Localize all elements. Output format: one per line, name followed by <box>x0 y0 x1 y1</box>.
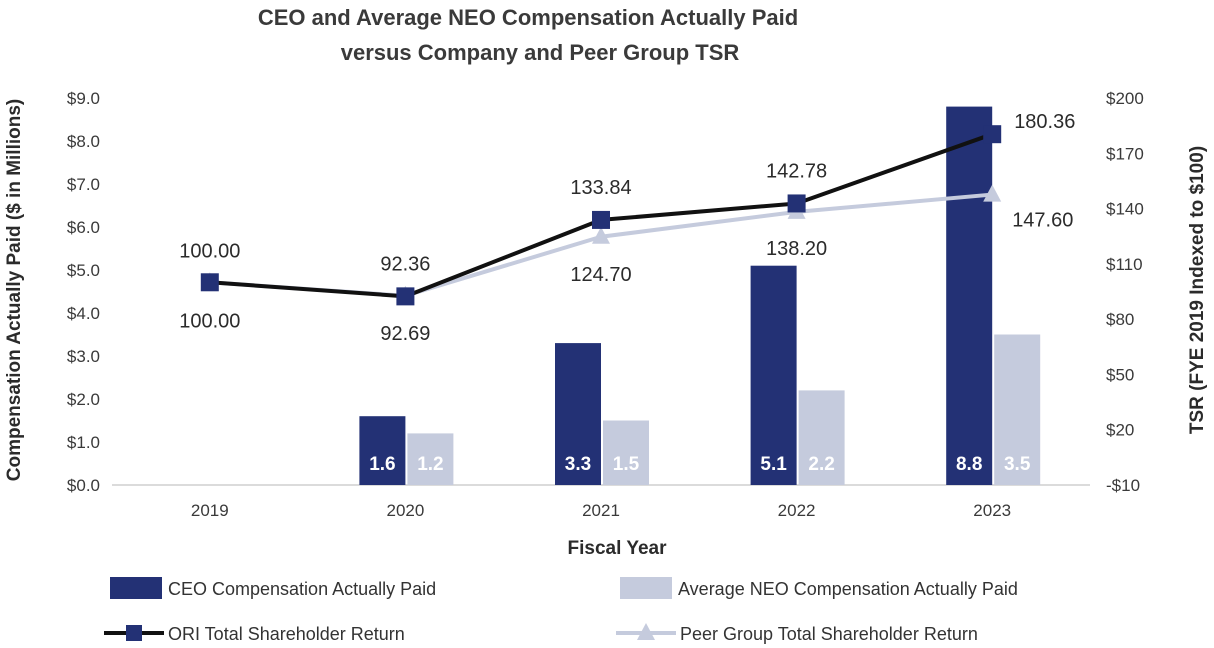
y-tick-label: $9.0 <box>67 89 100 108</box>
peer-tsr-label: 138.20 <box>766 238 827 260</box>
x-tick-label: 2023 <box>973 501 1011 520</box>
x-tick-label: 2020 <box>386 501 424 520</box>
ori-tsr-marker <box>200 273 219 292</box>
legend-swatch-neo <box>620 577 672 599</box>
x-axis-label: Fiscal Year <box>568 538 668 559</box>
ori-tsr-label: 92.36 <box>380 253 430 275</box>
ori-tsr-label: 142.78 <box>766 160 827 182</box>
line-group <box>200 125 1002 306</box>
neo-bar <box>994 334 1041 485</box>
chart-title: CEO and Average NEO Compensation Actuall… <box>258 5 798 30</box>
y-tick-label: $8.0 <box>67 132 100 151</box>
peer-tsr-label: 92.69 <box>380 323 430 345</box>
y2-tick-label: $140 <box>1106 200 1144 219</box>
y2-axis-ticks: -$10 $20 $50 $80 $110 $140 $170 $200 <box>1106 89 1144 495</box>
peer-tsr-label: 147.60 <box>1012 210 1073 232</box>
legend-label-peer: Peer Group Total Shareholder Return <box>680 624 978 644</box>
neo-bar-label: 1.5 <box>613 454 640 475</box>
ori-tsr-marker <box>396 287 415 306</box>
y2-tick-label: $20 <box>1106 421 1134 440</box>
ori-tsr-label: 180.36 <box>1014 111 1075 133</box>
y2-tick-label: $170 <box>1106 144 1144 163</box>
y2-tick-label: -$10 <box>1106 476 1140 495</box>
legend-label-ceo: CEO Compensation Actually Paid <box>168 579 436 599</box>
ceo-bar-label: 3.3 <box>565 454 591 475</box>
y-tick-label: $1.0 <box>67 433 100 452</box>
y-tick-label: $7.0 <box>67 175 100 194</box>
ori-tsr-marker <box>592 210 610 229</box>
legend-marker-peer <box>637 623 655 640</box>
neo-bar-label: 1.2 <box>417 454 443 475</box>
neo-bar <box>407 433 454 485</box>
y-tick-label: $2.0 <box>67 390 100 409</box>
x-tick-label: 2021 <box>582 501 620 520</box>
y2-tick-label: $80 <box>1106 310 1134 329</box>
chart-subtitle: versus Company and Peer Group TSR <box>341 40 740 65</box>
x-tick-label: 2019 <box>191 501 229 520</box>
ori-tsr-marker <box>787 194 806 213</box>
y-tick-label: $6.0 <box>67 218 100 237</box>
ceo-bar <box>359 416 406 485</box>
ceo-bar <box>750 265 797 485</box>
y-tick-label: $0.0 <box>67 476 100 495</box>
ceo-bar <box>946 106 993 485</box>
ori-tsr-label: 100.00 <box>179 240 240 262</box>
ceo-bar-label: 8.8 <box>956 454 982 475</box>
peer-tsr-marker <box>592 226 610 244</box>
legend-swatch-ceo <box>110 577 162 599</box>
x-tick-label: 2022 <box>778 501 816 520</box>
ceo-bar-label: 5.1 <box>760 454 787 475</box>
bar-group: 1.6 3.3 5.1 8.8 1.2 1.5 2.2 3.5 <box>359 106 1041 485</box>
peer-tsr-marker <box>983 184 1002 202</box>
ceo-bar <box>555 343 601 485</box>
legend-label-ori: ORI Total Shareholder Return <box>168 624 405 644</box>
y-axis-ticks: $0.0 $1.0 $2.0 $3.0 $4.0 $5.0 $6.0 $7.0 $8.0 $9.0 <box>67 89 100 495</box>
peer-tsr-label: 100.00 <box>179 310 240 332</box>
y-tick-label: $5.0 <box>67 261 100 280</box>
peer-tsr-label: 124.70 <box>570 264 631 286</box>
y2-tick-label: $110 <box>1106 255 1143 274</box>
ori-tsr-label: 133.84 <box>570 177 631 199</box>
neo-bar-label: 3.5 <box>1004 454 1031 475</box>
ori-tsr-marker <box>983 125 1002 144</box>
x-axis-ticks: 2019 2020 2021 2022 2023 <box>191 501 1011 520</box>
y-axis-label: Compensation Actually Paid ($ in Million… <box>4 99 25 482</box>
legend: CEO Compensation Actually Paid Average N… <box>104 577 1018 644</box>
y-tick-label: $4.0 <box>67 304 100 323</box>
neo-bar <box>798 390 845 485</box>
ceo-bar-label: 1.6 <box>369 454 395 475</box>
legend-marker-ori <box>126 625 142 641</box>
y2-tick-label: $50 <box>1106 365 1134 384</box>
legend-label-neo: Average NEO Compensation Actually Paid <box>678 579 1018 599</box>
y-tick-label: $3.0 <box>67 347 100 366</box>
neo-bar <box>603 420 649 485</box>
y2-axis-label: TSR (FYE 2019 Indexed to $100) <box>1187 146 1208 434</box>
neo-bar-label: 2.2 <box>808 454 834 475</box>
y2-tick-label: $200 <box>1106 89 1144 108</box>
line-label-group: 100.00 92.36 133.84 142.78 180.36 100.00 92.69… <box>179 111 1075 345</box>
